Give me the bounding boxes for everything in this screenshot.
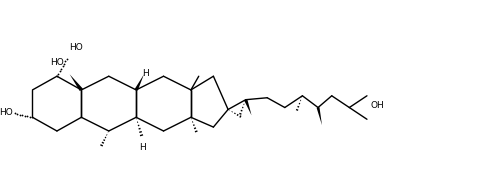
Text: HO: HO (50, 58, 64, 67)
Text: H: H (138, 143, 145, 152)
Polygon shape (134, 74, 144, 91)
Text: HO: HO (69, 43, 82, 52)
Polygon shape (317, 107, 322, 125)
Text: HO: HO (0, 108, 13, 117)
Polygon shape (70, 74, 83, 91)
Polygon shape (244, 99, 251, 115)
Text: OH: OH (371, 101, 384, 110)
Text: H: H (142, 69, 149, 78)
